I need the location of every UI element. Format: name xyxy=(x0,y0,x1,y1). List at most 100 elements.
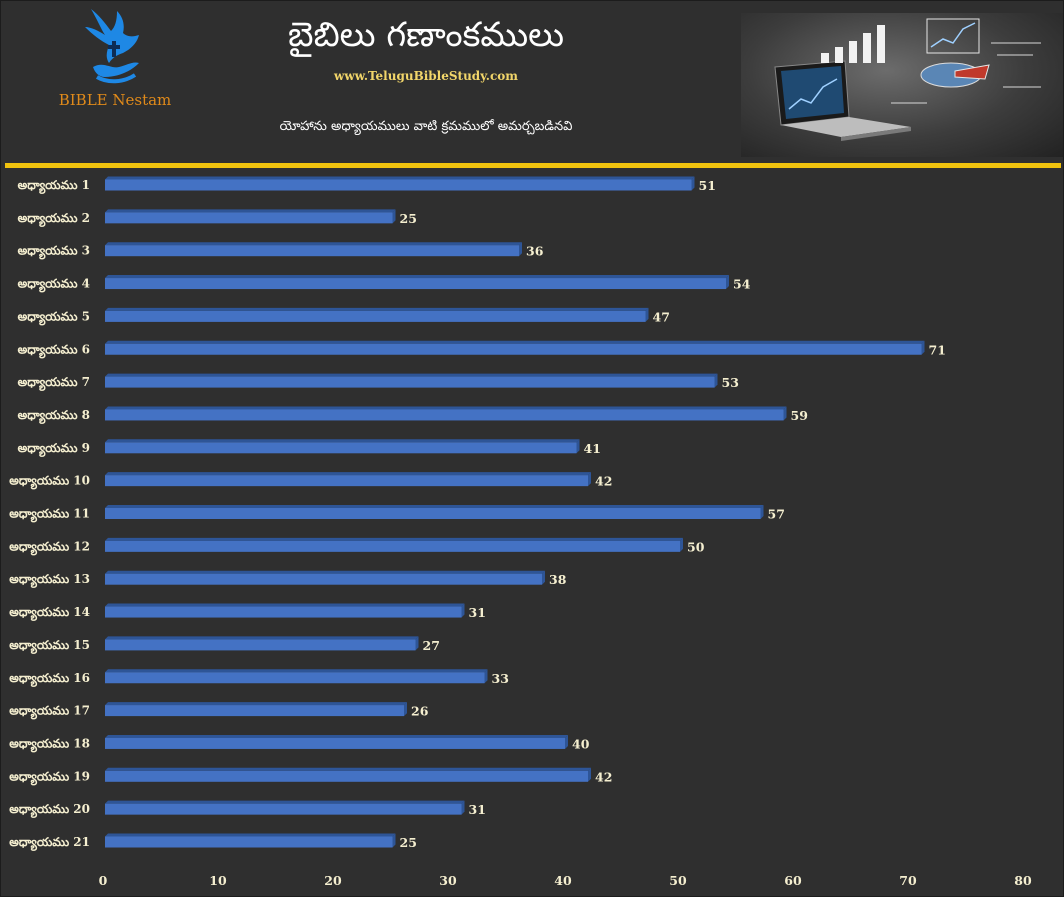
bar-side-face xyxy=(783,406,787,421)
bar-top-face xyxy=(105,636,419,640)
category-label: అధ్యాయము 2 xyxy=(18,211,90,227)
data-label: 42 xyxy=(595,769,612,784)
bar-top-face xyxy=(105,767,591,771)
category-label: అధ్యాయము 3 xyxy=(18,244,90,260)
chart-subtitle: యోహాను అధ్యాయములు వాటి క్రమములో అమర్చబడి… xyxy=(279,119,573,134)
x-tick-label: 60 xyxy=(784,873,802,888)
category-label: అధ్యాయము 20 xyxy=(9,802,90,818)
category-label: అధ్యాయము 8 xyxy=(18,408,90,424)
page-title: బైబిలు గణాంకములు xyxy=(287,15,565,55)
bar-side-face xyxy=(921,340,925,355)
bar-top-face xyxy=(105,603,465,607)
category-label: అధ్యాయము 9 xyxy=(18,441,90,457)
x-tick-label: 0 xyxy=(99,873,108,888)
pie-chart-sketch-icon xyxy=(920,62,990,88)
bar-side-face xyxy=(392,209,396,224)
bar xyxy=(105,475,588,487)
bar-side-face xyxy=(588,472,591,487)
bar xyxy=(105,179,692,191)
bar-top-face xyxy=(105,439,580,443)
bar-side-face xyxy=(519,242,522,257)
data-label: 54 xyxy=(733,277,751,292)
bar-side-face xyxy=(760,505,764,519)
data-label: 51 xyxy=(699,178,716,193)
bar xyxy=(105,508,761,519)
bar-top-face xyxy=(105,406,787,410)
data-label: 38 xyxy=(549,572,567,587)
bar-top-face xyxy=(105,373,718,377)
bar-side-face xyxy=(588,767,591,782)
bar xyxy=(105,409,784,421)
category-label: అధ్యాయము 18 xyxy=(9,736,90,752)
bar-top-face xyxy=(105,669,488,673)
category-label: అధ్యాయము 1 xyxy=(18,178,90,194)
category-label: అధ్యాయము 17 xyxy=(9,704,90,720)
bar xyxy=(105,836,393,848)
doodle-lines xyxy=(891,42,1041,104)
gold-divider xyxy=(5,163,1061,168)
x-tick-label: 30 xyxy=(439,873,457,888)
bar-side-face xyxy=(415,636,419,651)
bar-side-face xyxy=(726,275,729,290)
category-label: అధ్యాయము 5 xyxy=(18,309,90,325)
bar-chart-sketch-icon xyxy=(821,25,885,63)
data-label: 40 xyxy=(572,736,590,751)
data-label: 27 xyxy=(423,638,440,653)
data-label: 36 xyxy=(526,244,544,259)
bar-side-face xyxy=(542,570,545,585)
bar-side-face xyxy=(680,537,683,552)
bar-side-face xyxy=(576,439,580,454)
bar xyxy=(105,573,542,585)
bar-top-face xyxy=(105,505,764,508)
bar-side-face xyxy=(645,307,649,322)
bar-chart: అధ్యాయము 1 51 అధ్యాయము 2 25 అధ్యాయము 3 36 అధ్య… xyxy=(9,176,1032,888)
category-label: అధ్యాయము 15 xyxy=(9,638,90,654)
laptop-icon xyxy=(774,60,911,141)
data-label: 53 xyxy=(722,375,739,390)
website-link[interactable]: www.TeluguBibleStudy.com xyxy=(334,69,518,83)
data-label: 31 xyxy=(469,605,486,620)
bar-side-face xyxy=(392,833,396,848)
x-tick-label: 80 xyxy=(1014,873,1032,888)
bar-top-face xyxy=(105,734,568,738)
data-label: 33 xyxy=(492,671,509,686)
line-chart-sketch-icon xyxy=(926,18,980,54)
bar-top-face xyxy=(105,242,522,246)
bar-top-face xyxy=(105,537,683,541)
data-label: 31 xyxy=(469,802,486,817)
bar xyxy=(105,245,519,257)
bar-top-face xyxy=(105,176,695,180)
category-label: అధ్యాయము 21 xyxy=(9,835,90,851)
category-label: అధ్యాయము 14 xyxy=(9,605,90,621)
category-label: అధ్యాయము 13 xyxy=(9,572,90,588)
bar-top-face xyxy=(105,275,729,279)
data-label: 41 xyxy=(584,441,601,456)
category-label: అధ్యాయము 7 xyxy=(18,375,90,391)
bar xyxy=(105,639,416,651)
bar xyxy=(105,540,680,552)
x-tick-label: 50 xyxy=(669,873,687,888)
bar xyxy=(105,376,715,388)
bar xyxy=(105,278,726,290)
category-label: అధ్యాయము 11 xyxy=(9,507,90,523)
bar xyxy=(105,803,462,815)
x-tick-label: 10 xyxy=(209,873,227,888)
category-label: అధ్యాయము 16 xyxy=(9,671,90,687)
data-label: 25 xyxy=(400,211,417,226)
category-label: అధ్యాయము 4 xyxy=(18,277,90,293)
bar-side-face xyxy=(565,734,568,749)
category-label: అధ్యాయము 19 xyxy=(9,769,90,785)
bible-nestam-logo: BIBLE Nestam xyxy=(45,5,185,117)
bar-top-face xyxy=(105,702,407,706)
bar-top-face xyxy=(105,833,396,837)
x-tick-label: 40 xyxy=(554,873,572,888)
data-label: 42 xyxy=(595,474,612,489)
x-tick-label: 70 xyxy=(899,873,917,888)
bar-side-face xyxy=(404,702,407,717)
data-label: 59 xyxy=(791,408,808,423)
bar-top-face xyxy=(105,570,545,574)
bar-side-face xyxy=(691,176,695,191)
data-label: 50 xyxy=(687,539,705,554)
x-tick-label: 20 xyxy=(324,873,342,888)
